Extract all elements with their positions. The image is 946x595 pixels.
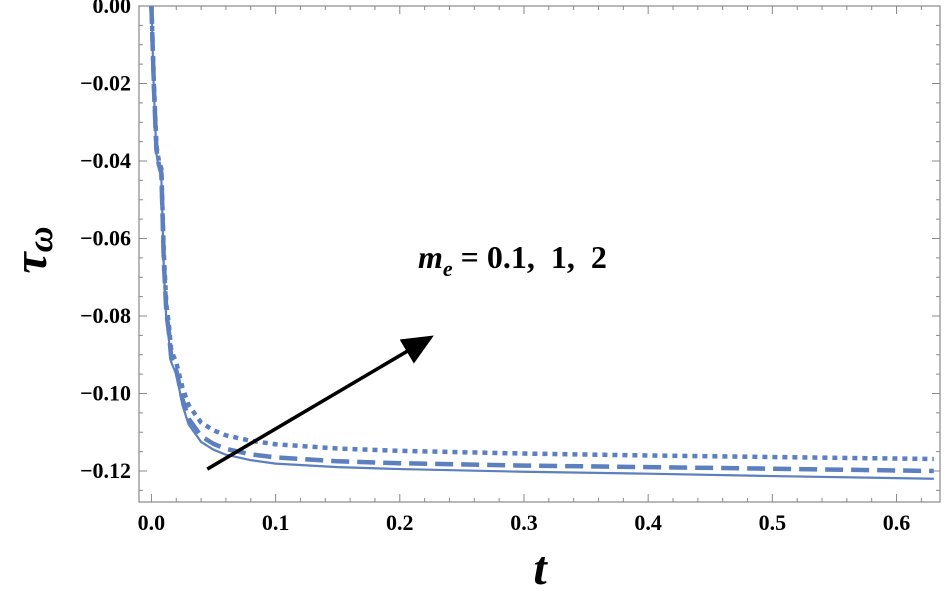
annotation: me = 0.1, 1, 2 [206,239,607,471]
x-tick-label: 0.1 [262,510,290,535]
y-tick-label: −0.12 [80,458,131,483]
plot-frame [138,5,941,503]
y-tick-label: 0.00 [93,0,132,18]
y-axis-label-main: τ [4,251,57,274]
y-tick-label: −0.06 [80,226,131,251]
y-tick-label: −0.10 [80,381,131,406]
annotation-values: = 0.1, 1, 2 [453,239,607,275]
annotation-var-subscript: e [443,256,453,281]
x-tick-label: 0.6 [883,510,911,535]
annotation-label: me = 0.1, 1, 2 [418,239,607,281]
x-tick-label: 0.5 [759,510,787,535]
y-tick-label: −0.04 [80,148,131,173]
y-tick-label: −0.08 [80,303,131,328]
y-tick-label: −0.02 [80,71,131,96]
series-line-dotted [149,5,934,462]
annotation-var: m [418,239,443,275]
x-axis-label: t [533,542,548,595]
x-tick-label: 0.2 [386,510,414,535]
annotation-arrow [206,335,434,471]
y-axis-label-subscript: ω [20,226,60,252]
x-tick-label: 0.4 [634,510,662,535]
y-axis-label-group: τω [4,226,60,273]
x-tick-label: 0.0 [138,510,166,535]
y-axis-label: τω [4,226,60,273]
axis-ticks: 0.0 0.1 0.2 0.3 0.4 0.5 0.6 0.00 −0.02 −0.04 −0.06… [80,0,940,535]
x-tick-label: 0.3 [510,510,538,535]
series-layer [149,5,934,480]
